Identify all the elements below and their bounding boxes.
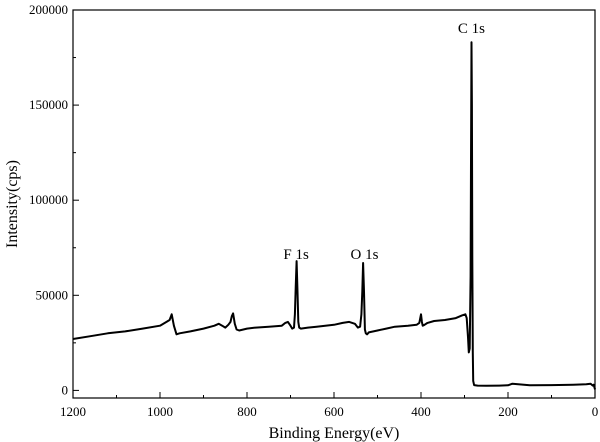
y-tick-label: 150000 [29, 97, 68, 112]
plot-frame [72, 9, 596, 399]
x-axis-ticks: 1200 1000 800 600 400 200 0 [60, 392, 598, 419]
y-tick-label: 0 [62, 382, 69, 397]
y-axis-title: Intensity(cps) [4, 160, 21, 248]
x-axis-title: Binding Energy(eV) [269, 425, 400, 442]
peak-label: C 1s [458, 21, 485, 37]
x-tick-label: 400 [411, 404, 431, 419]
series-group [72, 41, 596, 390]
x-tick-label: 800 [237, 404, 257, 419]
x-tick-label: 1200 [60, 404, 86, 419]
x-tick-label: 1000 [147, 404, 173, 419]
y-tick-label: 200000 [29, 2, 68, 17]
peak-label: O 1s [350, 247, 378, 263]
series-line [72, 41, 596, 390]
y-axis-ticks: 0 50000 100000 150000 200000 [29, 2, 79, 397]
x-tick-label: 600 [324, 404, 344, 419]
x-tick-label: 200 [498, 404, 518, 419]
x-tick-label: 0 [592, 404, 599, 419]
peak-label: F 1s [283, 247, 309, 263]
y-tick-label: 50000 [36, 287, 69, 302]
peak-annotations: C 1s F 1s O 1s [283, 21, 485, 263]
y-tick-label: 100000 [29, 192, 68, 207]
